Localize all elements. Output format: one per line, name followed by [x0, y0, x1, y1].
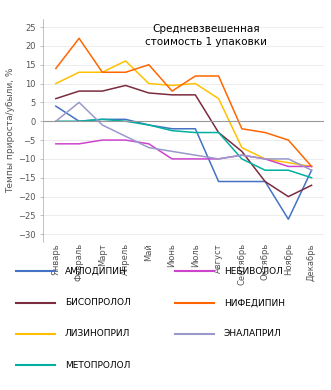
Text: ЛИЗИНОПРИЛ: ЛИЗИНОПРИЛ: [65, 329, 130, 339]
Text: Средневзвешенная
стоимость 1 упаковки: Средневзвешенная стоимость 1 упаковки: [145, 24, 267, 47]
Text: НЕБИВОЛОЛ: НЕБИВОЛОЛ: [224, 267, 283, 276]
Text: БИСОПРОЛОЛ: БИСОПРОЛОЛ: [65, 298, 131, 307]
Text: АМЛОДИПИН: АМЛОДИПИН: [65, 267, 127, 276]
Text: ЭНАЛАПРИЛ: ЭНАЛАПРИЛ: [224, 329, 282, 339]
Text: НИФЕДИПИН: НИФЕДИПИН: [224, 298, 285, 307]
Y-axis label: Темпы прироста/убыли, %: Темпы прироста/убыли, %: [6, 68, 15, 193]
Text: МЕТОПРОЛОЛ: МЕТОПРОЛОЛ: [65, 360, 130, 370]
